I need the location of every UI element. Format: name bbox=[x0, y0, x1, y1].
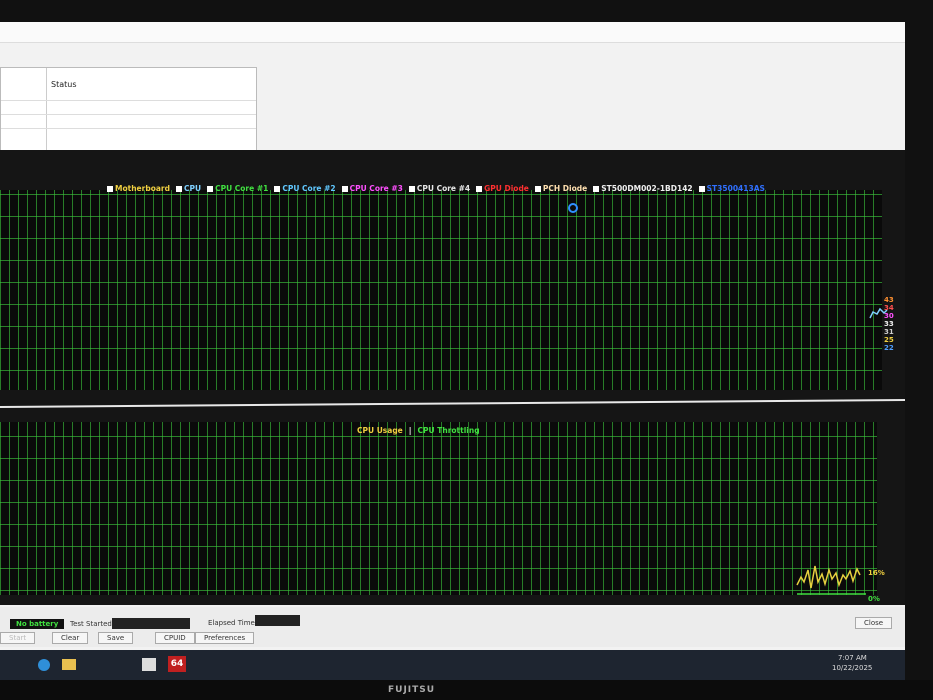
button[interactable]: Clear bbox=[52, 632, 89, 644]
legend-item[interactable]: Motherboard bbox=[107, 184, 170, 193]
reading: 16% bbox=[868, 569, 885, 577]
checkbox[interactable] bbox=[476, 186, 483, 192]
reading: 34 bbox=[884, 304, 894, 312]
taskbar: 64 7:07 AM 10/22/2025 bbox=[0, 650, 905, 680]
checkbox[interactable] bbox=[175, 186, 182, 192]
usage-legend: CPU Usage | CPU Throttling bbox=[357, 426, 480, 435]
legend-item[interactable]: CPU Core #3 bbox=[341, 184, 403, 193]
row-line bbox=[1, 128, 256, 129]
legend-item: CPU Usage bbox=[357, 426, 403, 435]
field-box bbox=[112, 618, 190, 629]
hwmonitor-window: Status PowersClocksStatistics bbox=[0, 22, 905, 650]
reading: 30 bbox=[884, 312, 894, 320]
row-line bbox=[1, 100, 256, 101]
legend-item[interactable]: ST3500413AS bbox=[698, 184, 765, 193]
checkbox[interactable] bbox=[698, 186, 705, 192]
clock-time: 7:07 AM bbox=[838, 654, 867, 662]
legend-label: CPU Core #4 bbox=[416, 184, 471, 193]
button[interactable]: CPUID bbox=[155, 632, 195, 644]
separator bbox=[0, 399, 905, 408]
legend-item[interactable]: ST500DM002-1BD142 bbox=[593, 184, 693, 193]
usage-readings: 16% 0% bbox=[868, 560, 885, 612]
legend-label: CPU Core #1 bbox=[215, 184, 269, 193]
checkbox[interactable] bbox=[107, 186, 113, 192]
status-bar: No battery Test Started: Elapsed Time: S… bbox=[0, 607, 905, 647]
legend-item[interactable]: PCH Diode bbox=[534, 184, 588, 193]
reading: 22 bbox=[884, 344, 894, 352]
temperature-trace bbox=[869, 307, 888, 319]
reading: 33 bbox=[884, 320, 894, 328]
legend-item[interactable]: GPU Diode bbox=[476, 184, 529, 193]
checkbox[interactable] bbox=[207, 186, 214, 192]
legend-item: CPU Throttling bbox=[418, 426, 480, 435]
temperature-grid bbox=[0, 190, 882, 390]
legend-item[interactable]: CPU Core #2 bbox=[274, 184, 336, 193]
column-divider bbox=[46, 68, 47, 150]
temperature-readings: 43 34 30 33 31 25 22 bbox=[884, 296, 894, 352]
field-label: Elapsed Time: bbox=[208, 619, 258, 627]
button[interactable]: Preferences bbox=[195, 632, 255, 644]
temperature-legend: Motherboard CPU CPU Core #1 CPU Core #2 CPU … bbox=[107, 184, 765, 193]
app-badge[interactable]: 64 bbox=[168, 656, 186, 672]
checkbox[interactable] bbox=[593, 186, 600, 192]
column-header: Status bbox=[51, 80, 77, 89]
legend-label: CPU Usage bbox=[357, 426, 403, 435]
sensor-table: Status bbox=[0, 67, 257, 151]
checkbox[interactable] bbox=[408, 186, 415, 192]
legend-label: CPU bbox=[183, 184, 202, 193]
usage-grid bbox=[0, 422, 877, 595]
row-line bbox=[1, 114, 256, 115]
reading: 0% bbox=[868, 595, 880, 603]
edge-icon bbox=[38, 659, 50, 671]
graphs bbox=[0, 190, 905, 595]
clock-date: 10/22/2025 bbox=[832, 664, 873, 672]
reading: 25 bbox=[884, 336, 894, 344]
busy-cursor bbox=[568, 203, 578, 213]
legend-label: PCH Diode bbox=[542, 184, 588, 193]
monitor-bezel: FUJITSU bbox=[0, 680, 933, 700]
button[interactable]: Start bbox=[0, 632, 36, 644]
field-box bbox=[255, 615, 300, 626]
folder-icon bbox=[62, 659, 76, 670]
legend-label: CPU Core #2 bbox=[282, 184, 336, 193]
legend-label: CPU Core #3 bbox=[349, 184, 403, 193]
checkbox[interactable] bbox=[274, 186, 281, 192]
legend-separator: | bbox=[408, 426, 412, 435]
legend-label: Motherboard bbox=[115, 184, 170, 193]
legend-label: CPU Throttling bbox=[417, 426, 480, 435]
legend-label: ST500DM002-1BD142 bbox=[601, 184, 693, 193]
close-button[interactable]: Close bbox=[855, 617, 893, 629]
reading: 43 bbox=[884, 296, 894, 304]
field-label: Test Started: bbox=[70, 620, 115, 628]
brand-logo: FUJITSU bbox=[388, 685, 436, 695]
legend-item[interactable]: CPU Core #4 bbox=[408, 184, 471, 193]
legend-item[interactable]: CPU Core #1 bbox=[207, 184, 268, 193]
graph-panel: Motherboard CPU CPU Core #1 CPU Core #2 CPU … bbox=[0, 150, 905, 605]
app-icon bbox=[142, 658, 156, 671]
usage-trace bbox=[796, 565, 861, 589]
title-bar bbox=[0, 22, 905, 43]
legend-label: ST3500413AS bbox=[706, 184, 765, 193]
legend-label: GPU Diode bbox=[484, 184, 529, 193]
legend-item[interactable]: CPU bbox=[175, 184, 202, 193]
checkbox[interactable] bbox=[341, 186, 348, 192]
battery-status: No battery bbox=[10, 619, 65, 629]
reading: 31 bbox=[884, 328, 894, 336]
button[interactable]: Save bbox=[98, 632, 134, 644]
checkbox[interactable] bbox=[534, 186, 541, 192]
